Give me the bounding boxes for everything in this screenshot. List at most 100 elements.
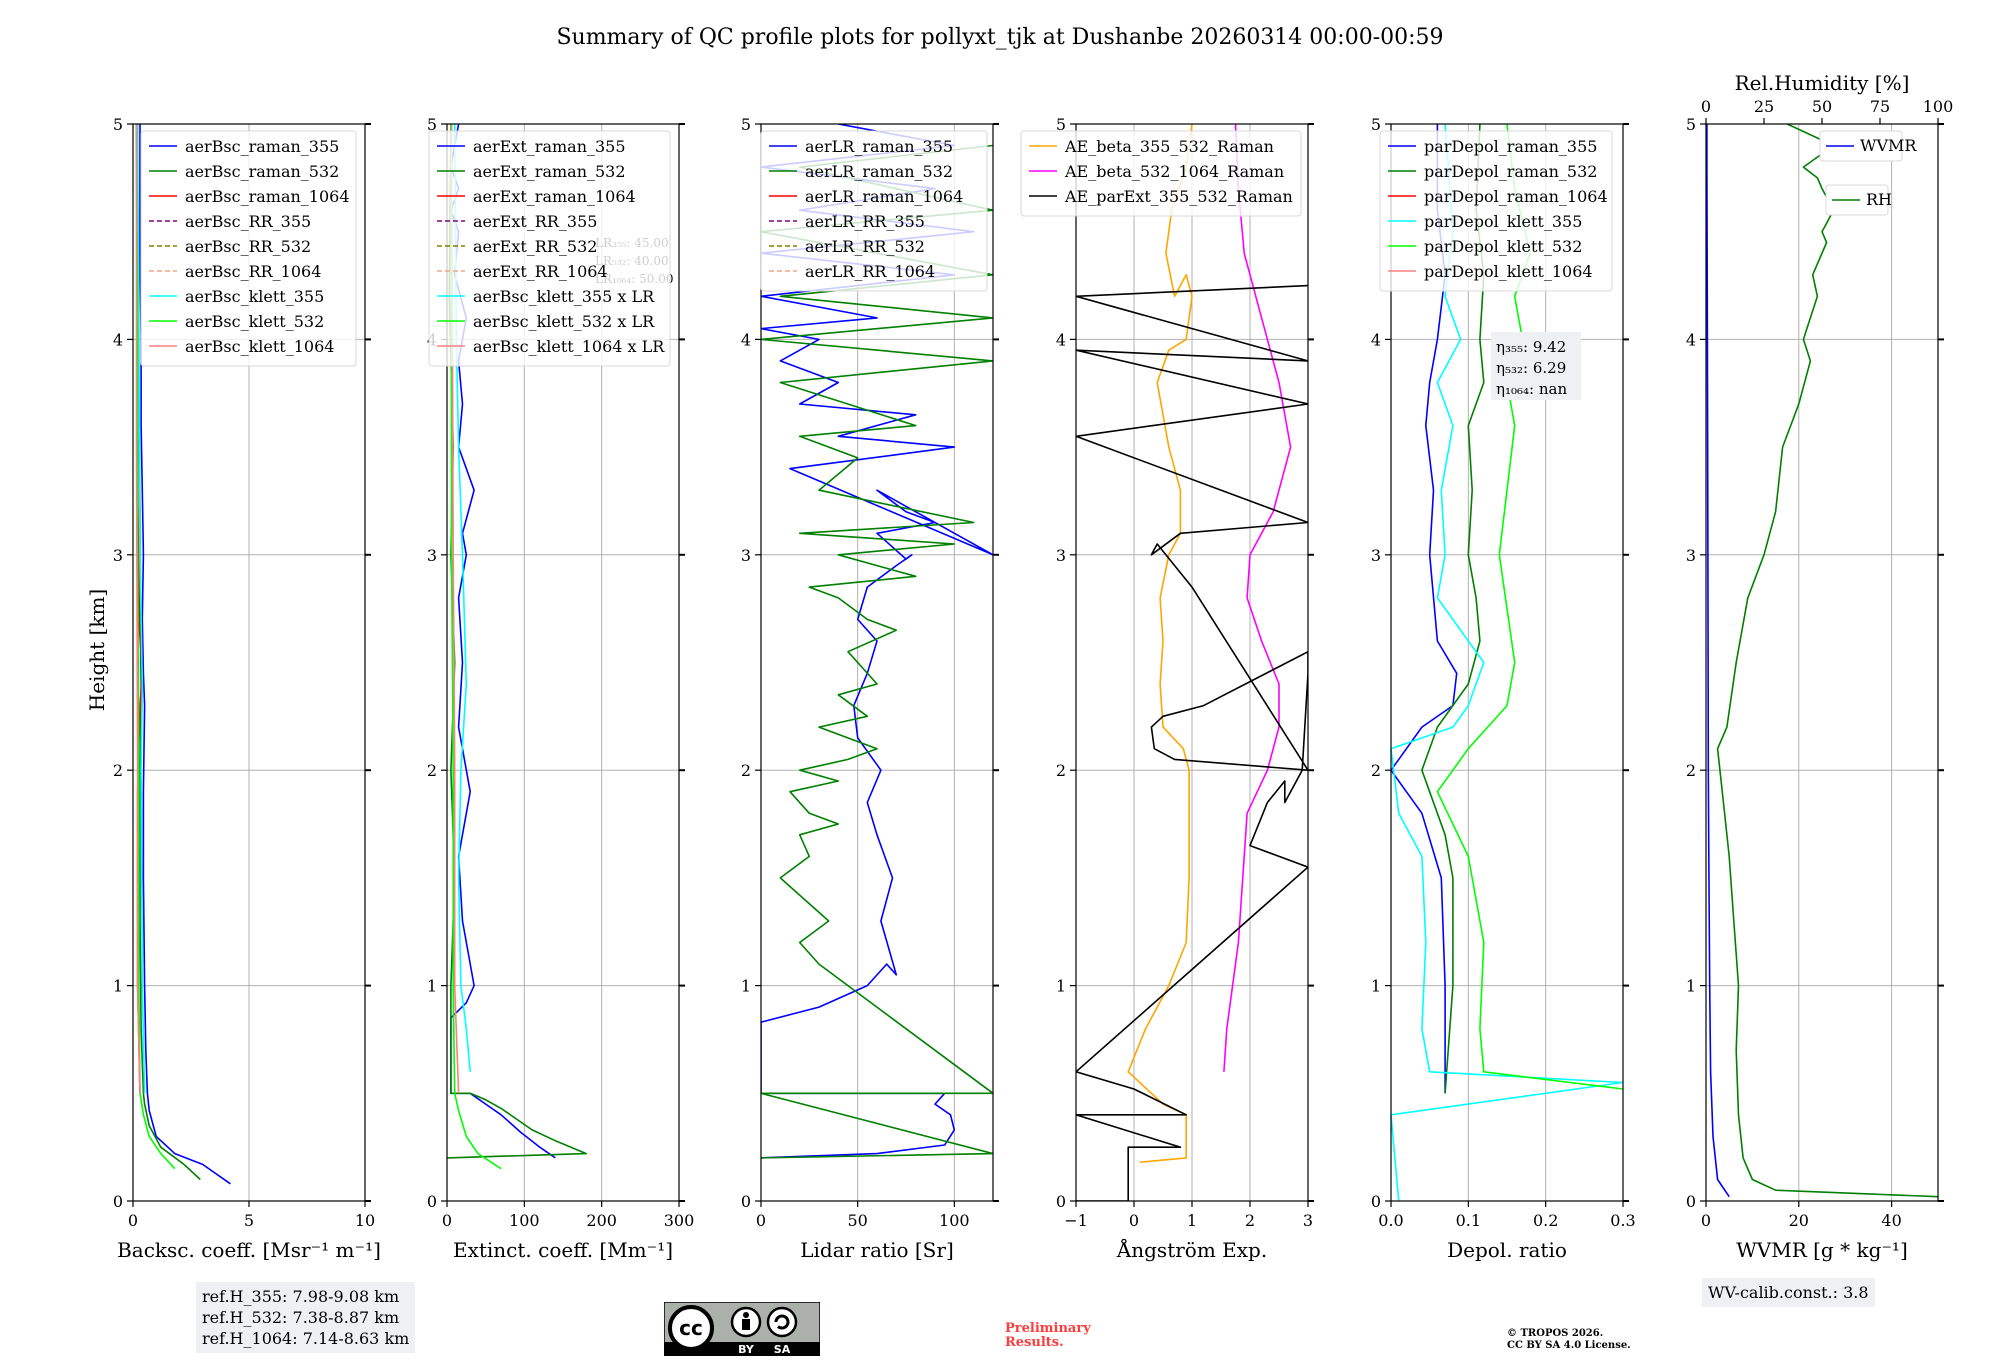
y-tick-label: 5 — [1371, 115, 1381, 134]
legend-label: aerBsc_raman_1064 — [185, 187, 350, 206]
x-tick-label: −1 — [1064, 1211, 1088, 1230]
legend-box — [1379, 130, 1613, 292]
series-group — [1076, 124, 1308, 1201]
y-tick-label: 3 — [113, 546, 123, 565]
legend-label: aerExt_raman_355 — [473, 137, 626, 156]
y-tick-label: 3 — [1686, 546, 1696, 565]
y-tick-label: 5 — [1056, 115, 1066, 134]
wv-calib-box: WV-calib.const.: 3.8 — [1702, 1278, 1875, 1307]
legend-label: AE_beta_532_1064_Raman — [1064, 162, 1284, 181]
copyright-line-2: CC BY SA 4.0 License. — [1507, 1340, 1631, 1351]
panel-bsc: 0 5 10 0 1 2 3 4 5 Backsc. coeff. [Msr⁻¹ m⁻¹] aerB… — [113, 115, 381, 1262]
y-tick-label: 0 — [1056, 1192, 1066, 1211]
y-tick-label: 5 — [113, 115, 123, 134]
ref-height-box: ref.H_355: 7.98-9.08 km ref.H_532: 7.38-… — [196, 1282, 416, 1353]
y-tick-label: 4 — [1686, 330, 1696, 349]
series-line-parDepol_raman_532 — [1421, 124, 1485, 1094]
x-tick-label: 0 — [128, 1211, 138, 1230]
legend-label: parDepol_klett_355 — [1424, 212, 1582, 231]
series-line-RH — [1716, 124, 1938, 1198]
legend-label: aerLR_raman_1064 — [805, 187, 963, 206]
x-tick-label: 200 — [586, 1211, 617, 1230]
legend-box — [140, 130, 357, 367]
legend-label: aerBsc_klett_1064 — [185, 337, 334, 356]
y-tick-label: 1 — [1056, 977, 1066, 996]
series-line-AE_parExt_355_532_Raman — [1076, 284, 1308, 1201]
y-tick-label: 3 — [1056, 546, 1066, 565]
series-group — [761, 124, 993, 1159]
x-tick-label: 20 — [1789, 1211, 1809, 1230]
ref-height-1064: ref.H_1064: 7.14-8.63 km — [202, 1329, 410, 1348]
x-tick-label: 100 — [509, 1211, 540, 1230]
legend-label: aerBsc_klett_1064 x LR — [473, 337, 665, 356]
x-tick-label: 1 — [1187, 1211, 1197, 1230]
y-tick-label: 1 — [427, 977, 437, 996]
legend-label: aerLR_raman_532 — [805, 162, 953, 181]
y-tick-label: 3 — [1371, 546, 1381, 565]
legend-label: aerExt_RR_1064 — [473, 262, 608, 281]
legend-label: aerBsc_RR_355 — [185, 212, 311, 231]
legend-label: aerLR_RR_1064 — [805, 262, 935, 281]
x-axis-label: Extinct. coeff. [Mm⁻¹] — [453, 1238, 673, 1262]
copyright-line-1: © TROPOS 2026. — [1507, 1328, 1604, 1339]
legend-label: parDepol_raman_1064 — [1424, 187, 1608, 206]
svg-text:cc: cc — [679, 1316, 703, 1340]
top-tick-label: 25 — [1754, 97, 1774, 116]
legend-label: aerLR_raman_355 — [805, 137, 953, 156]
y-tick-label: 1 — [113, 977, 123, 996]
y-tick-label: 3 — [741, 546, 751, 565]
legend-label: aerBsc_RR_1064 — [185, 262, 321, 281]
legend-label: aerExt_raman_1064 — [473, 187, 636, 206]
top-tick-label: 75 — [1870, 97, 1890, 116]
legend-label: aerBsc_klett_532 x LR — [473, 312, 655, 331]
legend-label: aerBsc_RR_532 — [185, 237, 311, 256]
y-tick-label: 0 — [1371, 1192, 1381, 1211]
x-axis-label: Ångström Exp. — [1116, 1237, 1267, 1262]
y-tick-label: 2 — [113, 761, 123, 780]
preliminary-note: Preliminary Results. — [1005, 1322, 1091, 1350]
legend-label: parDepol_klett_532 — [1424, 237, 1582, 256]
legend-label: aerExt_RR_355 — [473, 212, 597, 231]
legend-label: parDepol_raman_532 — [1424, 162, 1597, 181]
panel-depol: 0.0 0.1 0.2 0.3 0 1 2 3 4 5 Depol. ratio η₃₅₅: 9.42… — [1371, 115, 1636, 1262]
series-line-aerBsc_klett_532 x LR — [450, 124, 502, 1170]
cc-icon — [668, 1305, 714, 1351]
x-tick-label: 3 — [1303, 1211, 1313, 1230]
y-tick-label: 0 — [427, 1192, 437, 1211]
y-tick-label: 5 — [1686, 115, 1696, 134]
y-tick-label: 2 — [741, 761, 751, 780]
x-tick-label: 40 — [1881, 1211, 1901, 1230]
y-tick-label: 5 — [741, 115, 751, 134]
preliminary-line-2: Results. — [1005, 1335, 1064, 1350]
copyright-note: © TROPOS 2026. CC BY SA 4.0 License. — [1507, 1328, 1631, 1352]
y-tick-label: 2 — [427, 761, 437, 780]
series-line-aerBsc_klett_355 — [136, 124, 146, 1094]
x-tick-label: 0 — [442, 1211, 452, 1230]
x-tick-label: 50 — [847, 1211, 867, 1230]
y-tick-label: 0 — [741, 1192, 751, 1211]
legend-label: parDepol_raman_355 — [1424, 137, 1597, 156]
y-tick-label: 4 — [1056, 330, 1066, 349]
series-group — [1706, 124, 1938, 1198]
eta-label: η₁₀₆₄: nan — [1496, 380, 1567, 398]
top-tick-label: 0 — [1701, 97, 1711, 116]
x-tick-label: 10 — [355, 1211, 375, 1230]
x-tick-label: 0 — [1129, 1211, 1139, 1230]
legend-label: RH — [1866, 190, 1892, 209]
legend-box — [1819, 130, 1903, 162]
series-line-AE_beta_532_1064_Raman — [1223, 124, 1292, 1072]
figure-title: Summary of QC profile plots for pollyxt_… — [556, 25, 1443, 50]
x-axis-label: Depol. ratio — [1447, 1238, 1567, 1262]
series-line-aerLR_raman_532 — [761, 144, 993, 1159]
axes-frame — [1705, 123, 1939, 1202]
x-tick-label: 5 — [244, 1211, 254, 1230]
series-line-WVMR — [1706, 124, 1730, 1198]
legend-label: AE_beta_355_532_Raman — [1064, 137, 1274, 156]
legend-label: aerBsc_klett_355 — [185, 287, 324, 306]
top-tick-label: 50 — [1812, 97, 1832, 116]
x-tick-label: 0 — [756, 1211, 766, 1230]
legend-box — [428, 130, 671, 367]
y-tick-label: 2 — [1686, 761, 1696, 780]
